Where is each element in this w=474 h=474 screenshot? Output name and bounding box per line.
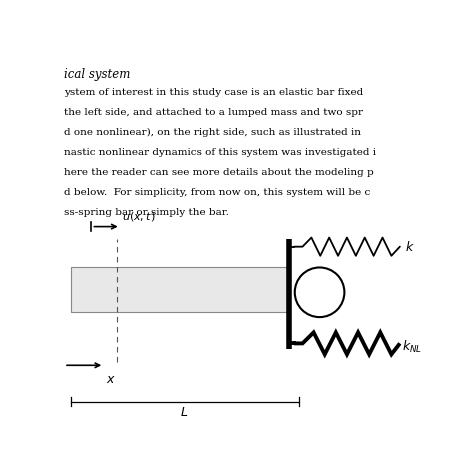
Text: $x$: $x$	[106, 373, 116, 385]
Text: the left side, and attached to a lumped mass and two spr: the left side, and attached to a lumped …	[64, 108, 363, 117]
Text: ss-spring bar or simply the bar.: ss-spring bar or simply the bar.	[64, 209, 229, 218]
Text: $k$: $k$	[405, 240, 415, 255]
Text: $L$: $L$	[181, 406, 189, 419]
Text: $m$: $m$	[312, 285, 327, 299]
Text: here the reader can see more details about the modeling p: here the reader can see more details abo…	[64, 168, 374, 177]
Circle shape	[295, 267, 345, 317]
Text: nastic nonlinear dynamics of this system was investigated i: nastic nonlinear dynamics of this system…	[64, 148, 376, 157]
Text: ical system: ical system	[64, 68, 130, 81]
Bar	[72, 267, 287, 312]
Text: d one nonlinear), on the right side, such as illustrated in: d one nonlinear), on the right side, suc…	[64, 128, 361, 137]
Text: $u(x,t)$: $u(x,t)$	[122, 210, 155, 223]
Text: $k_{NL}$: $k_{NL}$	[401, 339, 422, 355]
Text: ystem of interest in this study case is an elastic bar fixed: ystem of interest in this study case is …	[64, 88, 364, 97]
Text: d below.  For simplicity, from now on, this system will be c: d below. For simplicity, from now on, th…	[64, 188, 370, 197]
